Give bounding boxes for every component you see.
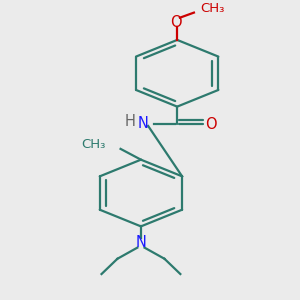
Text: N: N [136, 236, 146, 250]
Text: O: O [170, 15, 182, 30]
Text: N: N [137, 116, 148, 131]
Text: O: O [205, 117, 217, 132]
Text: CH₃: CH₃ [200, 2, 224, 15]
Text: H: H [124, 114, 136, 129]
Text: CH₃: CH₃ [82, 138, 106, 151]
